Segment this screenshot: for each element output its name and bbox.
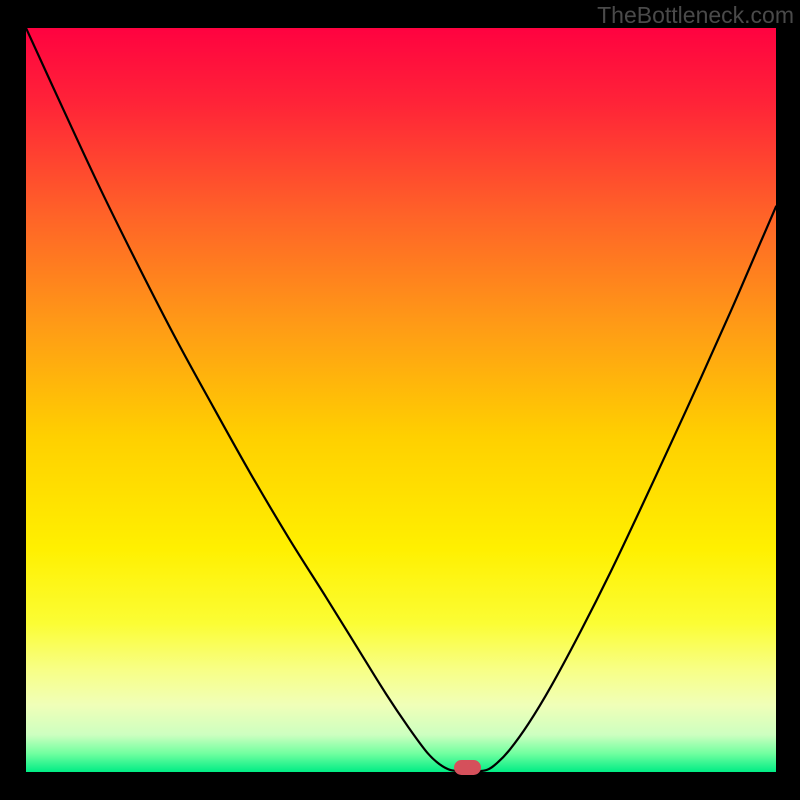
optimal-marker	[454, 760, 481, 775]
bottleneck-curve	[26, 28, 776, 772]
plot-area	[26, 28, 776, 772]
watermark-text: TheBottleneck.com	[597, 2, 794, 29]
root: TheBottleneck.com	[0, 0, 800, 800]
